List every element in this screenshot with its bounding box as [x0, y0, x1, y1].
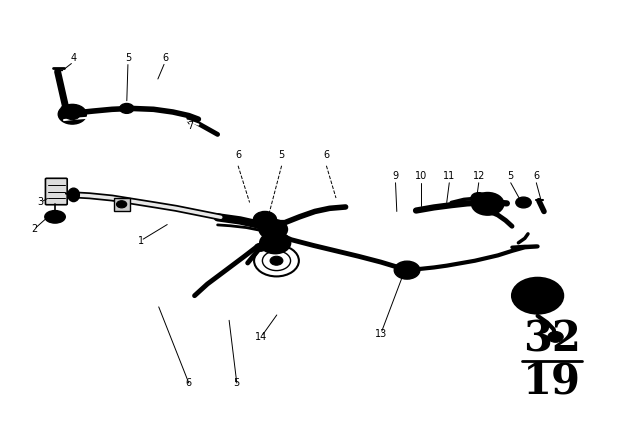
- Text: 6: 6: [162, 53, 168, 63]
- Text: 19: 19: [523, 361, 580, 403]
- Circle shape: [255, 243, 266, 251]
- Circle shape: [472, 193, 504, 215]
- Text: 6: 6: [323, 150, 330, 159]
- Text: 12: 12: [472, 171, 485, 181]
- Circle shape: [475, 195, 483, 201]
- Circle shape: [471, 193, 486, 203]
- Text: 10: 10: [415, 171, 428, 181]
- Circle shape: [259, 215, 271, 224]
- Text: 11: 11: [443, 171, 456, 181]
- Circle shape: [479, 198, 496, 210]
- Text: 5: 5: [234, 378, 240, 388]
- Circle shape: [265, 224, 282, 235]
- Ellipse shape: [49, 213, 61, 221]
- FancyBboxPatch shape: [45, 178, 67, 205]
- Circle shape: [394, 261, 420, 279]
- Circle shape: [270, 256, 283, 265]
- Circle shape: [516, 197, 531, 208]
- Text: 6: 6: [186, 378, 192, 388]
- Text: 2: 2: [31, 224, 37, 234]
- Circle shape: [259, 220, 287, 239]
- Text: 6: 6: [533, 171, 540, 181]
- Text: 1: 1: [138, 236, 144, 246]
- Text: 7: 7: [188, 121, 194, 131]
- Text: 13: 13: [374, 329, 387, 339]
- Circle shape: [120, 103, 134, 113]
- Text: 5: 5: [125, 53, 131, 63]
- Ellipse shape: [45, 211, 65, 223]
- Circle shape: [58, 104, 86, 124]
- Text: 3: 3: [37, 198, 44, 207]
- Text: 14: 14: [255, 332, 268, 342]
- Circle shape: [401, 266, 413, 275]
- Text: 9: 9: [392, 171, 399, 181]
- Circle shape: [65, 109, 80, 120]
- Circle shape: [529, 290, 546, 302]
- Circle shape: [116, 201, 127, 208]
- Circle shape: [260, 232, 291, 254]
- Text: 6: 6: [235, 150, 241, 159]
- Text: 5: 5: [508, 171, 514, 181]
- Circle shape: [520, 200, 527, 205]
- Circle shape: [522, 284, 554, 307]
- Ellipse shape: [68, 188, 79, 202]
- Circle shape: [253, 211, 276, 228]
- Circle shape: [124, 106, 130, 111]
- Circle shape: [267, 237, 284, 249]
- Bar: [114, 198, 130, 211]
- Text: 5: 5: [278, 150, 285, 159]
- Text: 4: 4: [70, 53, 77, 63]
- Circle shape: [512, 278, 563, 314]
- Circle shape: [548, 332, 563, 342]
- Text: 32: 32: [523, 319, 580, 361]
